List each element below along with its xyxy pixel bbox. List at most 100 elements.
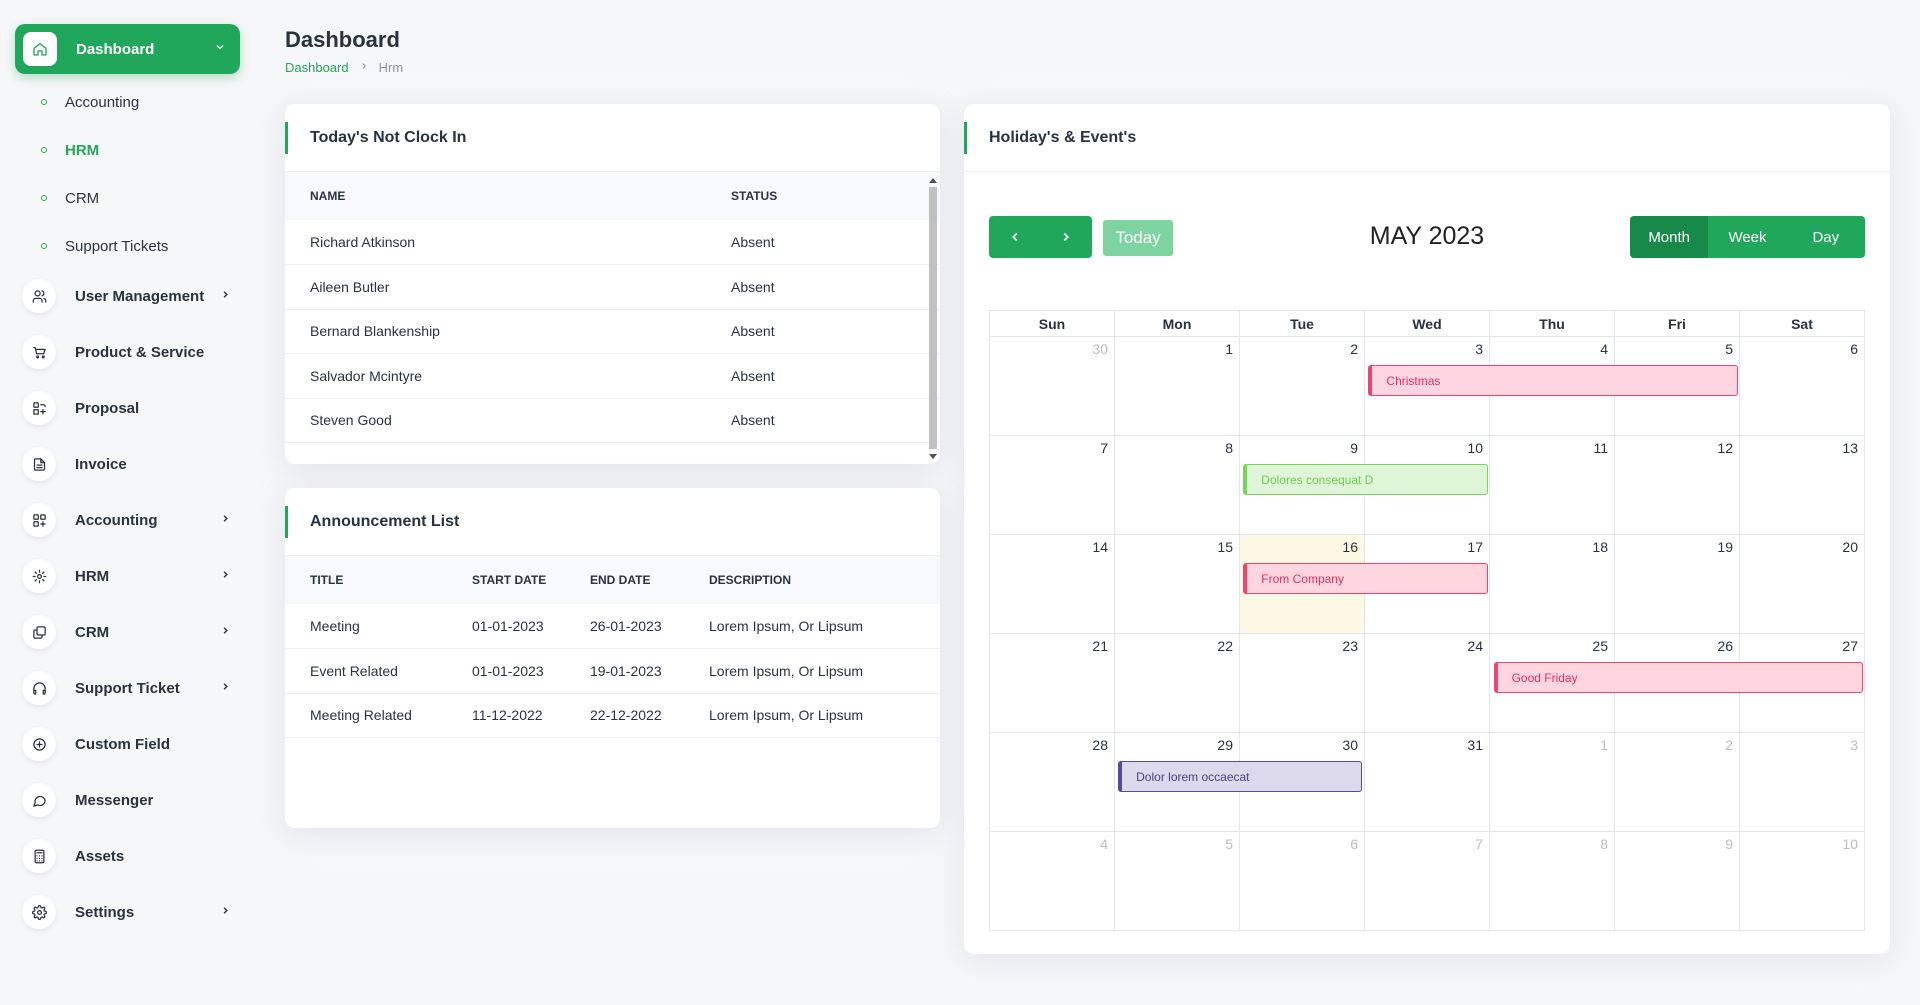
calendar-day[interactable]: 21	[990, 634, 1115, 733]
sidebar-item-label: Invoice	[75, 455, 127, 473]
column-header-name: NAME	[285, 172, 706, 220]
cell-description: Lorem Ipsum, Or Lipsum	[684, 604, 940, 649]
sidebar-item-settings[interactable]: Settings	[22, 894, 232, 930]
sidebar-item-proposal[interactable]: Proposal	[22, 390, 232, 426]
sidebar-item-product-and-service[interactable]: Product & Service	[22, 334, 232, 370]
calendar-day[interactable]: 7	[1365, 832, 1490, 931]
weekday-sat: Sat	[1740, 311, 1865, 337]
layers-icon	[22, 615, 56, 649]
prev-month-button[interactable]	[989, 216, 1040, 258]
sidebar-item-invoice[interactable]: Invoice	[22, 446, 232, 482]
weekday-sun: Sun	[990, 311, 1115, 337]
calendar-day[interactable]: 20	[1740, 535, 1865, 634]
calendar-view-switcher: Month Week Day	[1630, 216, 1865, 258]
calendar-day[interactable]: 5	[1615, 337, 1740, 436]
calculator-icon	[22, 839, 56, 873]
calendar-day[interactable]: 13	[1740, 436, 1865, 535]
bullet-icon	[41, 147, 47, 153]
sidebar-item-label: User Management	[75, 287, 205, 305]
sidebar-item-support-ticket[interactable]: Support Ticket	[22, 670, 232, 706]
calendar-day[interactable]: 30	[990, 337, 1115, 436]
sidebar-item-label: CRM	[75, 623, 110, 641]
message-icon	[22, 783, 56, 817]
sidebar-item-label: Support Ticket	[75, 679, 180, 697]
table-row: Steven Good Absent	[285, 398, 940, 443]
sidebar-item-hrm[interactable]: HRM	[22, 558, 232, 594]
chevron-down-icon	[214, 40, 226, 58]
calendar-day[interactable]: 2	[1615, 733, 1740, 832]
calendar-event[interactable]: Christmas	[1368, 365, 1738, 396]
invoice-icon	[22, 447, 56, 481]
calendar-grid: Sun Mon Tue Wed Thu Fri Sat 30 1 2 3 4 5 6 Christmas 7…	[989, 310, 1865, 931]
calendar-day[interactable]: 24	[1365, 634, 1490, 733]
calendar-event[interactable]: Dolores consequat D	[1243, 464, 1488, 495]
calendar-day[interactable]: 2	[1240, 337, 1365, 436]
calendar-day[interactable]: 10	[1740, 832, 1865, 931]
calendar-day[interactable]: 22	[1115, 634, 1240, 733]
next-month-button[interactable]	[1040, 216, 1091, 258]
sidebar-item-label: Dashboard	[76, 40, 155, 58]
submenu-item-label: Support Tickets	[65, 237, 169, 255]
calendar-day[interactable]: 14	[990, 535, 1115, 634]
sidebar-item-crm[interactable]: CRM	[22, 614, 232, 650]
calendar-day[interactable]: 6	[1240, 832, 1365, 931]
calendar-day[interactable]: 15	[1115, 535, 1240, 634]
submenu-item-crm[interactable]: CRM	[41, 187, 99, 209]
page-title: Dashboard	[285, 27, 400, 52]
chevron-right-icon	[220, 287, 232, 305]
calendar-day[interactable]: 28	[990, 733, 1115, 832]
today-button[interactable]: Today	[1103, 220, 1173, 256]
column-header-start-date: START DATE	[447, 556, 565, 604]
breadcrumb-current: Hrm	[378, 60, 404, 75]
calendar-day[interactable]: 7	[990, 436, 1115, 535]
sidebar-item-dashboard[interactable]: Dashboard	[15, 24, 240, 74]
calendar-day[interactable]: 10	[1365, 436, 1490, 535]
submenu-item-accounting[interactable]: Accounting	[41, 91, 139, 113]
calendar-event[interactable]: Dolor lorem occaecat	[1118, 761, 1363, 792]
calendar-event[interactable]: From Company	[1243, 563, 1488, 594]
calendar-day[interactable]: 19	[1615, 535, 1740, 634]
calendar-day[interactable]: 11	[1490, 436, 1615, 535]
calendar-day[interactable]: 17	[1365, 535, 1490, 634]
calendar-day[interactable]: 5	[1115, 832, 1240, 931]
calendar-day[interactable]: 8	[1490, 832, 1615, 931]
sidebar-item-assets[interactable]: Assets	[22, 838, 232, 874]
table-scrollbar[interactable]	[928, 176, 938, 461]
sidebar: Dashboard Accounting HRM CRM Support Ticket…	[0, 0, 255, 1005]
card-title: Today's Not Clock In	[310, 128, 467, 146]
cell-status: Absent	[706, 353, 940, 399]
calendar-day[interactable]: 30	[1240, 733, 1365, 832]
not-clock-in-card: Today's Not Clock In NAME STATUS Richard…	[285, 104, 940, 464]
submenu-item-label: HRM	[65, 141, 100, 159]
scroll-thumb[interactable]	[929, 187, 937, 449]
calendar-day[interactable]: 27	[1740, 634, 1865, 733]
users-icon	[22, 279, 56, 313]
submenu-item-support-tickets[interactable]: Support Tickets	[41, 235, 168, 257]
calendar-event[interactable]: Good Friday	[1493, 662, 1863, 693]
calendar-day[interactable]: 18	[1490, 535, 1615, 634]
calendar-day[interactable]: 8	[1115, 436, 1240, 535]
sidebar-item-accounting[interactable]: Accounting	[22, 502, 232, 538]
sidebar-item-messenger[interactable]: Messenger	[22, 782, 232, 818]
calendar-day[interactable]: 31	[1365, 733, 1490, 832]
calendar-day[interactable]: 4	[990, 832, 1115, 931]
calendar-weekday-header: Sun Mon Tue Wed Thu Fri Sat	[990, 311, 1865, 337]
bullet-icon	[41, 243, 47, 249]
calendar-day[interactable]: 1	[1490, 733, 1615, 832]
breadcrumb-dashboard-link[interactable]: Dashboard	[285, 60, 349, 75]
view-day-button[interactable]: Day	[1812, 228, 1840, 246]
view-week-button[interactable]: Week	[1728, 228, 1767, 246]
calendar-day[interactable]: 9	[1615, 832, 1740, 931]
view-month-button[interactable]: Month	[1630, 216, 1709, 258]
table-row: Meeting Related 11-12-2022 22-12-2022 Lorem…	[285, 693, 940, 738]
sidebar-item-custom-field[interactable]: Custom Field	[22, 726, 232, 762]
calendar-day[interactable]: 1	[1115, 337, 1240, 436]
scroll-down-icon[interactable]	[929, 454, 937, 459]
calendar-day[interactable]: 23	[1240, 634, 1365, 733]
calendar-day[interactable]: 3	[1740, 733, 1865, 832]
submenu-item-hrm[interactable]: HRM	[41, 139, 99, 161]
sidebar-item-user-management[interactable]: User Management	[22, 278, 232, 314]
calendar-day[interactable]: 6	[1740, 337, 1865, 436]
scroll-up-icon[interactable]	[929, 178, 937, 183]
calendar-day[interactable]: 12	[1615, 436, 1740, 535]
